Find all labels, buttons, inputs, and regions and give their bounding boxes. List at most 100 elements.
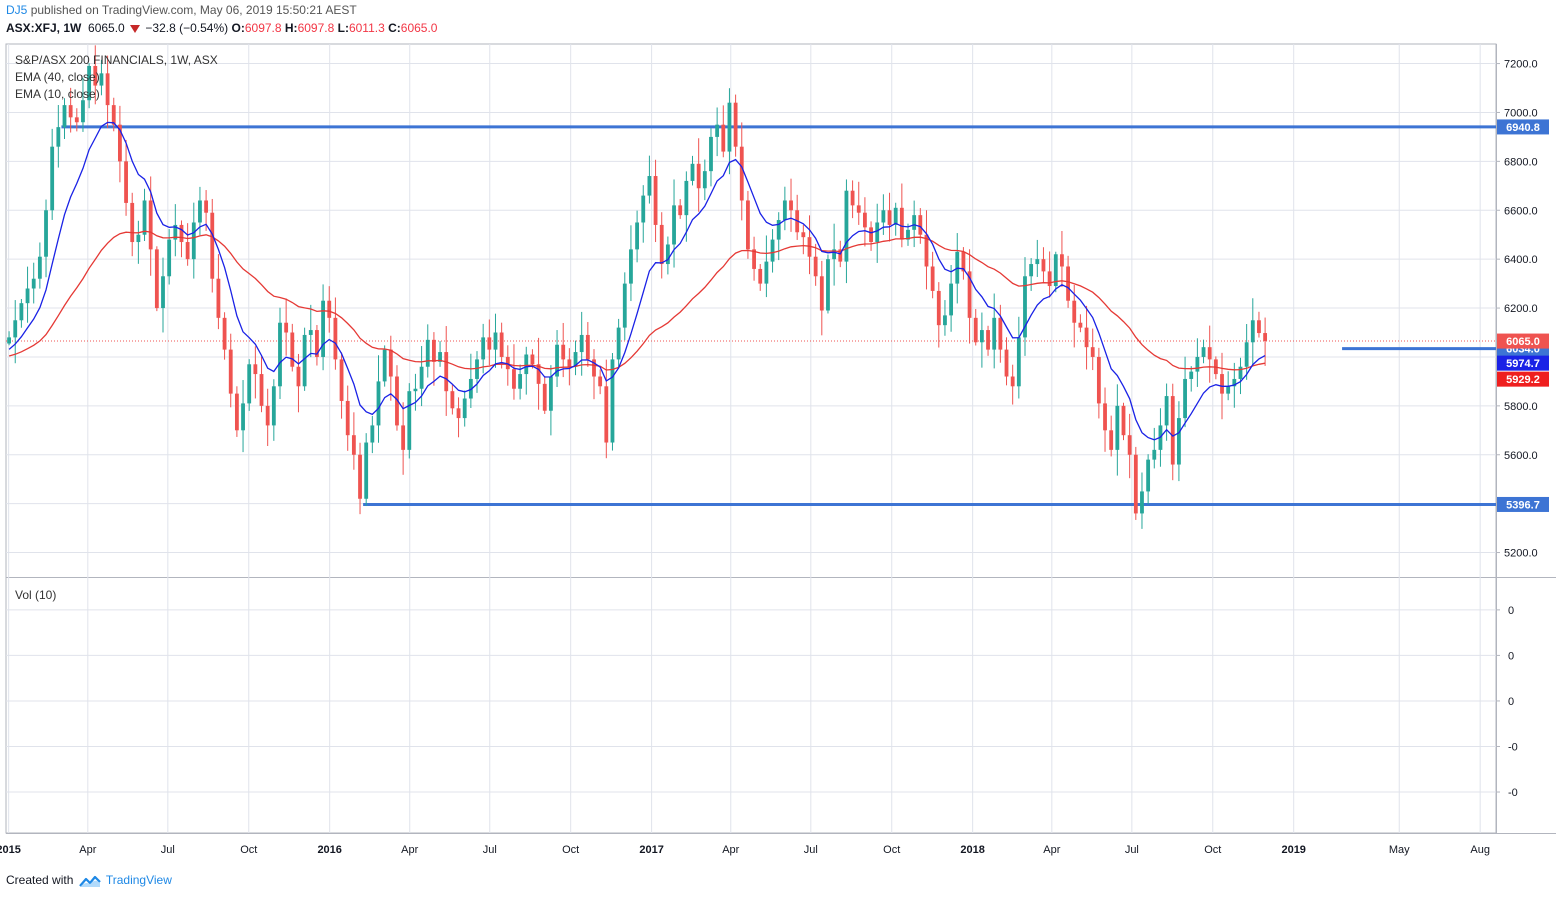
candle-body xyxy=(690,163,695,181)
candle-body xyxy=(1090,347,1095,357)
candle-body xyxy=(764,261,769,284)
candle-down xyxy=(653,159,658,243)
candle-down xyxy=(333,297,338,370)
time-tick-label: Oct xyxy=(562,844,579,856)
price-tick-label: 6400.0 xyxy=(1504,254,1538,266)
candle-up xyxy=(764,235,769,298)
candle-body xyxy=(998,317,1003,350)
candle-body xyxy=(1257,320,1261,334)
time-tick-label: Jul xyxy=(161,844,175,856)
candle-down xyxy=(456,397,461,438)
candle-body xyxy=(826,259,830,311)
candle-body xyxy=(111,105,116,125)
candle-down xyxy=(210,198,215,293)
candle-up xyxy=(616,318,621,369)
candle-body xyxy=(770,239,775,262)
candle-body xyxy=(967,271,972,318)
candle-down xyxy=(721,105,726,158)
candle-body xyxy=(1053,254,1058,287)
open-value: 6097.8 xyxy=(244,21,282,35)
price-tick-label: 7000.0 xyxy=(1504,107,1538,119)
candle-down xyxy=(228,333,233,408)
candle-down xyxy=(813,243,818,286)
candle-body xyxy=(579,334,584,353)
candle-body xyxy=(234,393,239,431)
candle-down xyxy=(130,192,135,257)
candle-up xyxy=(635,210,640,263)
candle-body xyxy=(881,210,886,223)
candle-body xyxy=(992,317,997,350)
price-tick-label: 5800.0 xyxy=(1504,401,1538,413)
candle-body xyxy=(475,359,479,379)
level-tag-label: 6940.8 xyxy=(1506,122,1540,134)
candle-up xyxy=(709,128,713,187)
candle-body xyxy=(696,163,701,189)
candle-down xyxy=(395,365,399,431)
candle-body xyxy=(136,234,141,243)
candle-up xyxy=(438,341,442,367)
low-label: L: xyxy=(337,21,349,35)
time-tick-label: Apr xyxy=(79,844,96,856)
ema40-legend[interactable]: EMA (40, close) xyxy=(15,70,100,84)
candle-body xyxy=(481,337,486,360)
candle-up xyxy=(943,300,947,336)
candle-body xyxy=(629,249,633,284)
time-tick-label: 2019 xyxy=(1281,844,1305,856)
time-tick-label: 2015 xyxy=(0,844,21,856)
candle-body xyxy=(1047,271,1052,287)
candle-body xyxy=(1133,454,1138,514)
candle-body xyxy=(616,327,621,360)
candle-body xyxy=(961,251,966,272)
candle-body xyxy=(388,349,393,377)
candle-body xyxy=(161,276,165,309)
time-tick-label: Oct xyxy=(1204,844,1221,856)
candle-body xyxy=(444,352,449,392)
volume-legend[interactable]: Vol (10) xyxy=(15,588,57,602)
candle-body xyxy=(585,334,590,360)
candle-body xyxy=(1140,491,1144,514)
candle-up xyxy=(1016,316,1021,399)
candle-up xyxy=(1053,251,1058,293)
candle-up xyxy=(1201,339,1206,364)
candle-up xyxy=(881,194,886,235)
candle-down xyxy=(850,180,855,219)
ema10-legend[interactable]: EMA (10, close) xyxy=(15,87,100,101)
candle-body xyxy=(358,454,362,499)
candle-up xyxy=(1250,298,1255,365)
candle-body xyxy=(936,290,941,326)
candle-body xyxy=(635,222,640,250)
candle-body xyxy=(949,283,954,316)
open-label: O: xyxy=(231,21,245,35)
candle-down xyxy=(327,286,332,333)
candle-down xyxy=(598,369,603,395)
candle-down xyxy=(930,251,935,299)
candle-body xyxy=(1152,449,1157,460)
candle-body xyxy=(610,359,615,443)
candle-down xyxy=(124,139,128,216)
candle-up xyxy=(87,63,92,109)
candle-down xyxy=(758,264,763,291)
author-link[interactable]: DJ5 xyxy=(6,3,28,17)
candle-body xyxy=(185,242,190,260)
candle-up xyxy=(727,88,732,175)
candle-body xyxy=(505,356,510,370)
candle-down xyxy=(733,94,738,157)
candle-body xyxy=(856,205,861,213)
candle-body xyxy=(604,386,609,443)
tradingview-link[interactable]: TradingView xyxy=(105,873,172,887)
candle-body xyxy=(241,403,245,431)
candle-body xyxy=(715,124,720,137)
candle-body xyxy=(148,200,153,250)
candle-body xyxy=(37,256,42,279)
candle-body xyxy=(862,212,867,228)
candle-down xyxy=(259,356,264,413)
candle-down xyxy=(358,442,362,515)
candle-up xyxy=(19,298,24,328)
candle-down xyxy=(1121,402,1126,441)
price-chart[interactable]: 5200.05400.05600.05800.06000.06200.06400… xyxy=(0,0,1560,870)
candle-up xyxy=(25,266,30,323)
candle-up xyxy=(37,242,42,289)
time-tick-label: 2017 xyxy=(639,844,663,856)
price-tag-label: 5974.7 xyxy=(1506,358,1540,370)
candle-up xyxy=(992,293,997,369)
